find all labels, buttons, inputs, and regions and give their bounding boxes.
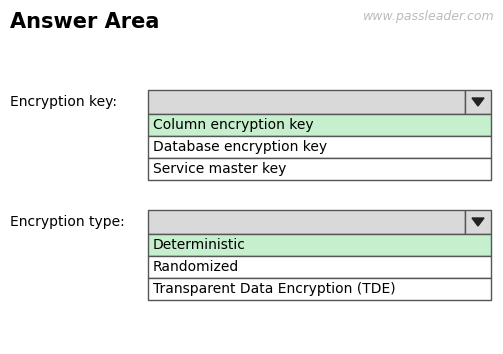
Text: Database encryption key: Database encryption key <box>153 140 327 154</box>
Text: Transparent Data Encryption (TDE): Transparent Data Encryption (TDE) <box>153 282 396 296</box>
Polygon shape <box>472 218 484 226</box>
Text: Encryption key:: Encryption key: <box>10 95 117 109</box>
Bar <box>148 114 491 136</box>
Text: www.passleader.com: www.passleader.com <box>363 10 495 23</box>
Text: Answer Area: Answer Area <box>10 12 159 32</box>
Text: Encryption type:: Encryption type: <box>10 215 125 229</box>
Bar <box>148 234 491 256</box>
Text: Column encryption key: Column encryption key <box>153 118 314 132</box>
Bar <box>148 90 465 114</box>
Bar <box>148 136 491 158</box>
Text: Deterministic: Deterministic <box>153 238 246 252</box>
Text: Randomized: Randomized <box>153 260 239 274</box>
Bar <box>148 210 465 234</box>
Bar <box>148 278 491 300</box>
Bar <box>465 90 491 114</box>
Bar <box>465 210 491 234</box>
Polygon shape <box>472 98 484 106</box>
Text: Service master key: Service master key <box>153 162 286 176</box>
Bar <box>148 256 491 278</box>
Bar <box>148 158 491 180</box>
